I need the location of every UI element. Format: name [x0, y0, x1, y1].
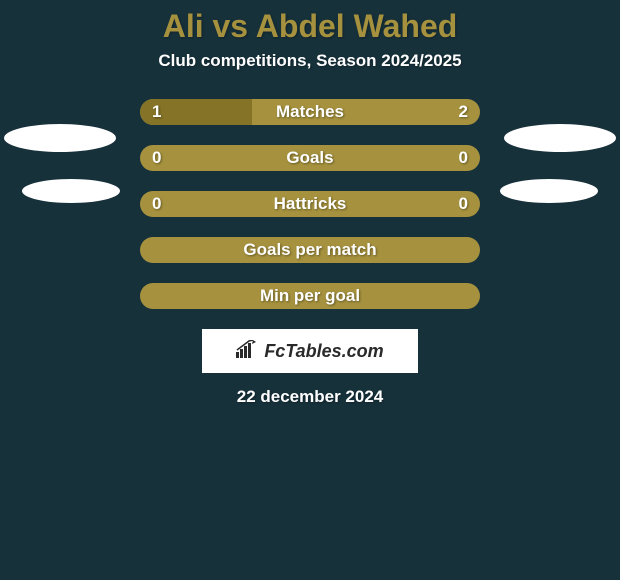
logo-text: FcTables.com: [264, 341, 383, 362]
bar-matches: 1 Matches 2: [140, 99, 480, 125]
stat-value-left: 0: [152, 148, 161, 168]
title-separator: vs: [213, 8, 249, 44]
bar-goals-per-match: Goals per match: [140, 237, 480, 263]
bar-hattricks: 0 Hattricks 0: [140, 191, 480, 217]
stat-value-left: 0: [152, 194, 161, 214]
stat-label: Min per goal: [260, 286, 360, 306]
stat-row-hattricks: 0 Hattricks 0: [0, 191, 620, 217]
page-title: Ali vs Abdel Wahed: [0, 0, 620, 45]
stat-row-matches: 1 Matches 2: [0, 99, 620, 125]
main-container: Ali vs Abdel Wahed Club competitions, Se…: [0, 0, 620, 580]
player2-name: Abdel Wahed: [256, 8, 457, 44]
stat-value-right: 0: [459, 148, 468, 168]
subtitle: Club competitions, Season 2024/2025: [0, 51, 620, 71]
stat-row-min-per-goal: Min per goal: [0, 283, 620, 309]
logo-box: FcTables.com: [202, 329, 418, 373]
stat-label: Hattricks: [274, 194, 347, 214]
stat-value-left: 1: [152, 102, 161, 122]
stat-label: Goals per match: [243, 240, 376, 260]
player1-name: Ali: [163, 8, 204, 44]
stat-value-right: 0: [459, 194, 468, 214]
stat-value-right: 2: [459, 102, 468, 122]
stat-row-goals: 0 Goals 0: [0, 145, 620, 171]
stat-row-goals-per-match: Goals per match: [0, 237, 620, 263]
stats-area: 1 Matches 2 0 Goals 0 0 Hattricks 0: [0, 99, 620, 309]
bar-min-per-goal: Min per goal: [140, 283, 480, 309]
stat-label: Matches: [276, 102, 344, 122]
logo-chart-icon: [236, 340, 258, 363]
bar-goals: 0 Goals 0: [140, 145, 480, 171]
stat-label: Goals: [286, 148, 333, 168]
date-text: 22 december 2024: [0, 387, 620, 407]
